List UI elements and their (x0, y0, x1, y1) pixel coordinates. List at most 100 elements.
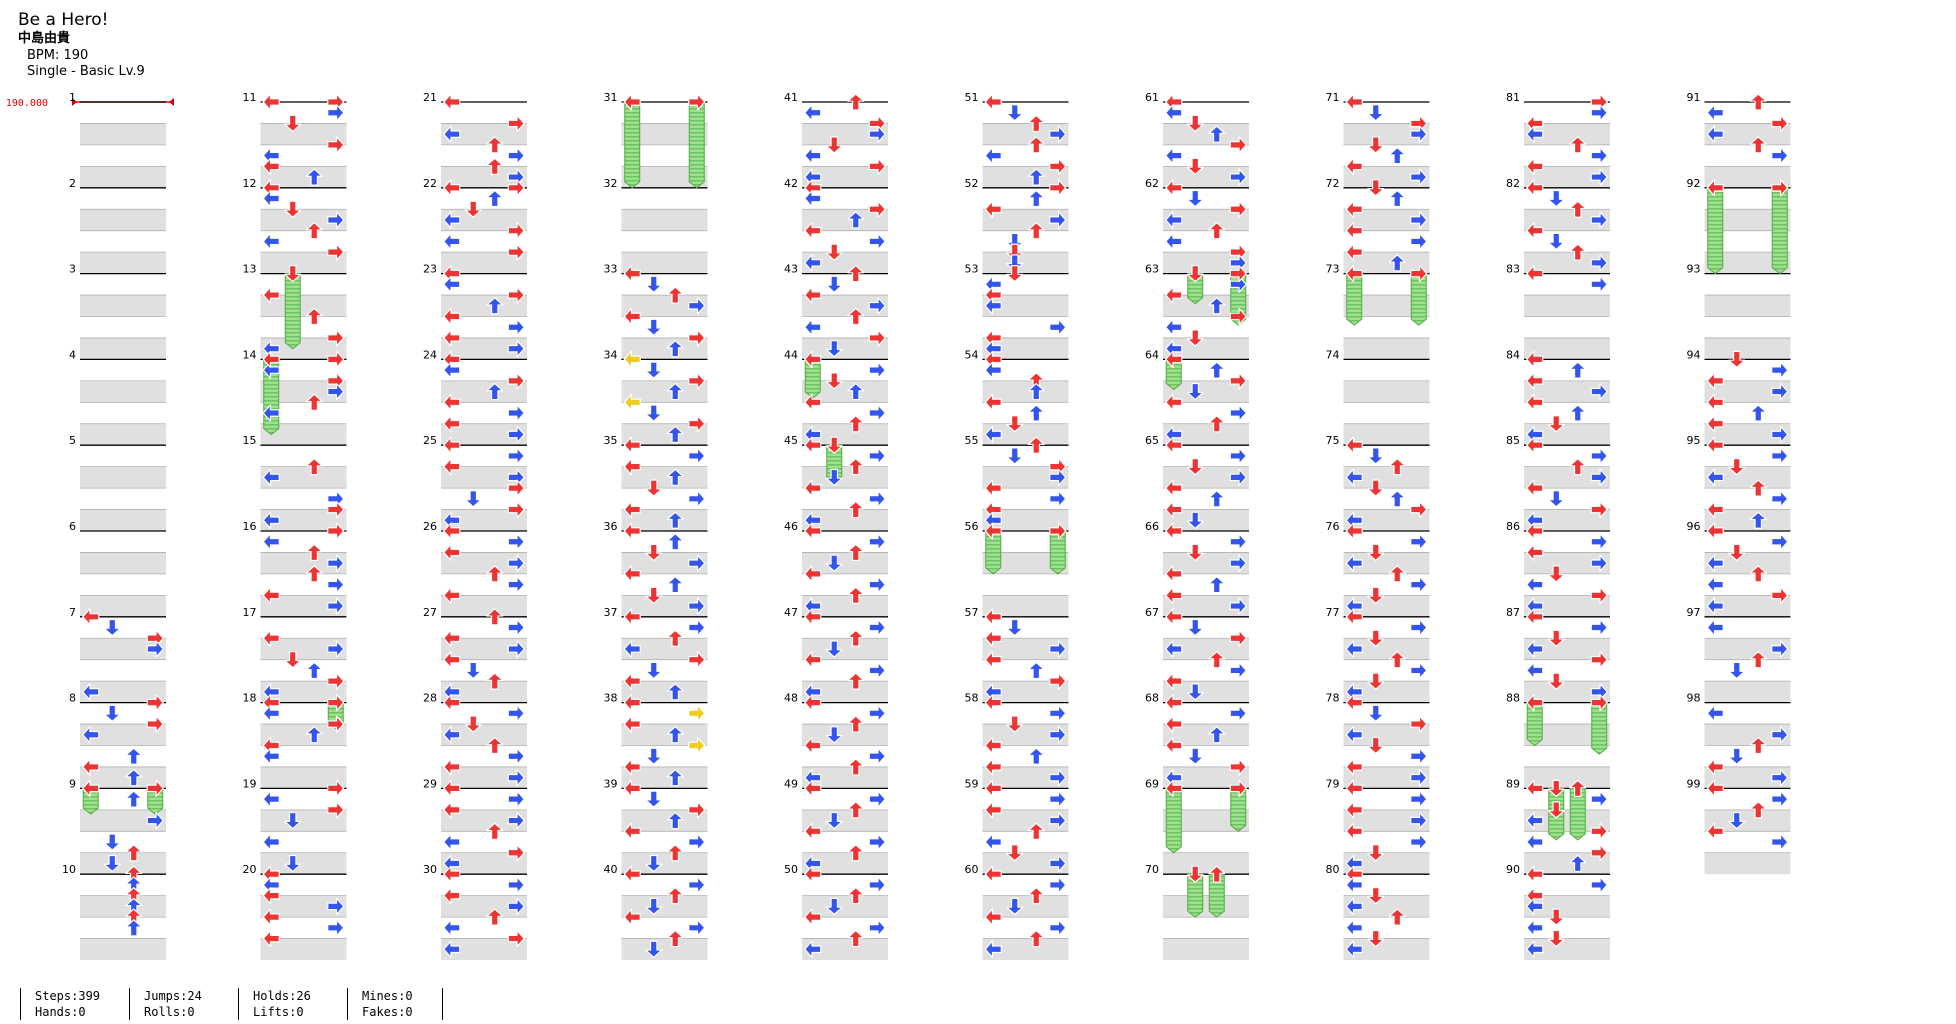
measure-28: 28 (423, 692, 527, 789)
arrow-note (688, 618, 706, 637)
arrow-note (507, 747, 525, 765)
measure-88: 88 (1506, 692, 1610, 789)
measure-number: 47 (784, 606, 798, 619)
arrow-note (1208, 576, 1226, 594)
beat-band (441, 252, 527, 274)
measure-number: 60 (965, 863, 979, 876)
beat-band (1524, 552, 1610, 574)
arrow-note (1410, 790, 1428, 808)
measure-87: 87 (1506, 606, 1610, 703)
arrow-note (125, 747, 143, 765)
beat-band (260, 209, 347, 231)
hold-head-arrow (1569, 779, 1587, 798)
arrow-note (623, 565, 641, 583)
arrow-note (1526, 436, 1544, 454)
arrow-note (847, 211, 865, 229)
measure-number: 12 (243, 177, 257, 190)
arrow-note (1526, 157, 1544, 175)
arrow-note (1547, 189, 1565, 208)
arrow-note (1569, 136, 1587, 154)
arrow-note (1706, 704, 1724, 722)
arrow-note (825, 811, 843, 830)
arrow-note (645, 790, 663, 808)
arrow-note (443, 232, 461, 251)
arrow-note (284, 811, 302, 830)
hold-head-arrow (1049, 522, 1067, 540)
hold-head-arrow (1229, 265, 1247, 283)
arrow-note (1706, 522, 1724, 540)
hold-head-arrow (688, 93, 706, 111)
arrow-note (984, 865, 1002, 883)
arrow-note (262, 629, 280, 647)
hold-head-arrow (1229, 779, 1247, 798)
beat-band (80, 766, 166, 789)
measure-number: 20 (243, 863, 257, 876)
arrow-note (623, 693, 641, 712)
arrow-note (666, 425, 684, 444)
arrow-note (443, 275, 461, 293)
arrow-note (666, 468, 684, 486)
arrow-note (1706, 372, 1724, 390)
beat-band (621, 123, 708, 145)
arrow-note (1771, 726, 1789, 744)
measure-number: 9 (69, 777, 76, 790)
measure-number: 80 (1326, 863, 1340, 876)
measure-49: 49 (784, 777, 888, 875)
measure-36: 36 (604, 520, 708, 617)
stat-rolls: Rolls:0 (144, 1005, 195, 1019)
stat-holds: Holds:26 (253, 989, 311, 1003)
arrow-note (327, 243, 345, 261)
measure-72: 72 (1326, 177, 1430, 274)
arrow-note (868, 919, 886, 937)
arrow-note (1526, 897, 1544, 915)
hold-head-arrow (327, 693, 345, 712)
arrow-note (327, 211, 345, 229)
beat-band (1163, 724, 1249, 746)
beat-band (260, 295, 347, 317)
beat-band (80, 595, 166, 617)
arrow-note (507, 704, 525, 722)
arrow-note (1186, 382, 1204, 401)
arrow-note (847, 629, 865, 647)
measure-number: 89 (1506, 777, 1520, 790)
arrow-note (688, 447, 706, 465)
arrow-note (1547, 801, 1565, 819)
beat-band (80, 638, 166, 660)
measure-number: 18 (243, 692, 257, 705)
beat-band (982, 123, 1069, 145)
arrow-note (1049, 811, 1067, 830)
arrow-note (507, 447, 525, 465)
arrow-note (327, 93, 345, 111)
beat-band (260, 809, 347, 832)
measure-number: 52 (965, 177, 979, 190)
arrow-note (1410, 168, 1428, 186)
arrow-note (1590, 790, 1608, 808)
beat-band (1343, 681, 1430, 703)
stat-group-mines: Mines:0 Fakes:0 (347, 988, 443, 1020)
arrow-note (262, 929, 280, 948)
beat-band (441, 681, 527, 703)
arrow-note (1706, 618, 1724, 637)
measure-33: 33 (604, 263, 708, 360)
measure-number: 71 (1326, 91, 1340, 104)
arrow-note (103, 854, 121, 873)
arrow-note (804, 608, 822, 626)
arrow-note (305, 458, 323, 476)
measure-number: 38 (604, 692, 618, 705)
arrow-note (1027, 887, 1045, 905)
beat-band (260, 509, 347, 531)
measure-number: 94 (1687, 348, 1701, 361)
arrow-note (984, 693, 1002, 712)
measure-32: 32 (604, 177, 708, 274)
measure-number: 34 (604, 348, 618, 361)
arrow-note (486, 297, 504, 315)
beat-band (1704, 681, 1791, 703)
arrow-note (1771, 833, 1789, 851)
measure-number: 82 (1506, 177, 1520, 190)
arrow-note (1706, 576, 1724, 594)
measure-number: 29 (423, 777, 437, 790)
arrow-note (1345, 608, 1363, 626)
arrow-note (1526, 522, 1544, 540)
arrow-note (1590, 500, 1608, 519)
chart-difficulty: Single - Basic Lv.9 (27, 63, 145, 79)
